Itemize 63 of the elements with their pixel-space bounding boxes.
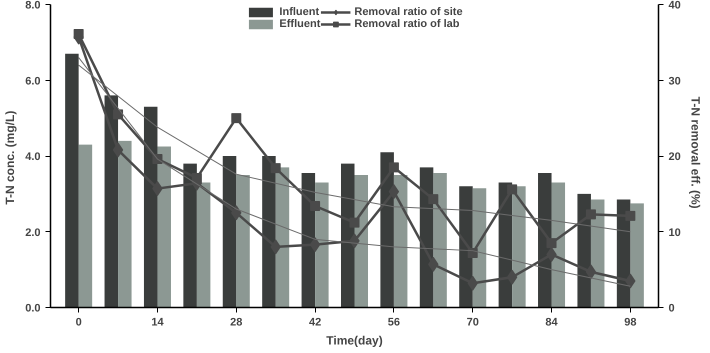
- bar: [183, 164, 197, 308]
- point: [231, 113, 242, 124]
- bar: [222, 156, 236, 308]
- x-tick-label: 28: [230, 316, 242, 328]
- x-tick-label: 98: [624, 316, 636, 328]
- point: [586, 209, 596, 220]
- x-tick-label: 56: [388, 316, 400, 328]
- bar: [394, 174, 408, 308]
- y-tick-label: 2.0: [25, 226, 41, 239]
- bar: [157, 146, 171, 308]
- y-axis-title: T-N conc. (mg/L): [3, 110, 18, 205]
- y-tick-label: 8.0: [25, 0, 41, 12]
- x-tick-label: 70: [466, 316, 479, 328]
- bar: [144, 106, 158, 308]
- legend-label: Removal ratio of site: [354, 6, 463, 18]
- point: [112, 142, 124, 158]
- bar: [380, 152, 394, 308]
- bar: [65, 54, 79, 308]
- point: [507, 184, 518, 194]
- point: [350, 218, 360, 228]
- x-tick-label: 84: [545, 316, 559, 328]
- bar: [236, 174, 250, 308]
- bar: [196, 182, 210, 308]
- legend-label: Effluent: [279, 18, 320, 30]
- point: [546, 246, 557, 262]
- x-axis-title: Time(day): [326, 334, 383, 348]
- y2-tick-label: 20: [668, 151, 681, 163]
- y-tick-label: 6.0: [25, 75, 41, 88]
- point: [625, 273, 636, 288]
- y-tick-label: 4.0: [25, 151, 41, 163]
- y2-tick-label: 40: [668, 0, 681, 12]
- point: [428, 194, 438, 204]
- legend-label: Influent: [279, 6, 320, 18]
- y2-axis-title: T-N removal eff. (%): [688, 96, 703, 209]
- y2-tick-label: 10: [668, 226, 681, 239]
- point: [388, 184, 400, 200]
- y2-tick-label: 30: [668, 75, 681, 88]
- bar: [630, 203, 644, 308]
- x-tick-label: 42: [308, 316, 322, 328]
- point: [349, 233, 360, 248]
- legend-label: Removal ratio of lab: [354, 18, 460, 30]
- bar: [262, 156, 276, 308]
- point: [113, 109, 124, 120]
- point: [625, 210, 636, 221]
- point: [192, 172, 202, 183]
- point: [74, 29, 84, 40]
- point: [152, 181, 163, 196]
- point: [310, 237, 320, 252]
- bar: [340, 164, 354, 308]
- point: [388, 162, 399, 172]
- point: [506, 270, 518, 285]
- x-tick-label: 14: [151, 316, 164, 328]
- bar: [276, 167, 290, 308]
- y2-tick-label: 0: [668, 302, 675, 314]
- x-tick-label: 0: [76, 316, 82, 328]
- y-tick-label: 0.0: [25, 302, 41, 314]
- point: [586, 264, 596, 280]
- bar: [118, 140, 132, 308]
- bar: [104, 95, 118, 308]
- bar: [78, 144, 92, 308]
- point: [546, 238, 557, 248]
- point: [310, 200, 320, 211]
- point: [270, 163, 281, 174]
